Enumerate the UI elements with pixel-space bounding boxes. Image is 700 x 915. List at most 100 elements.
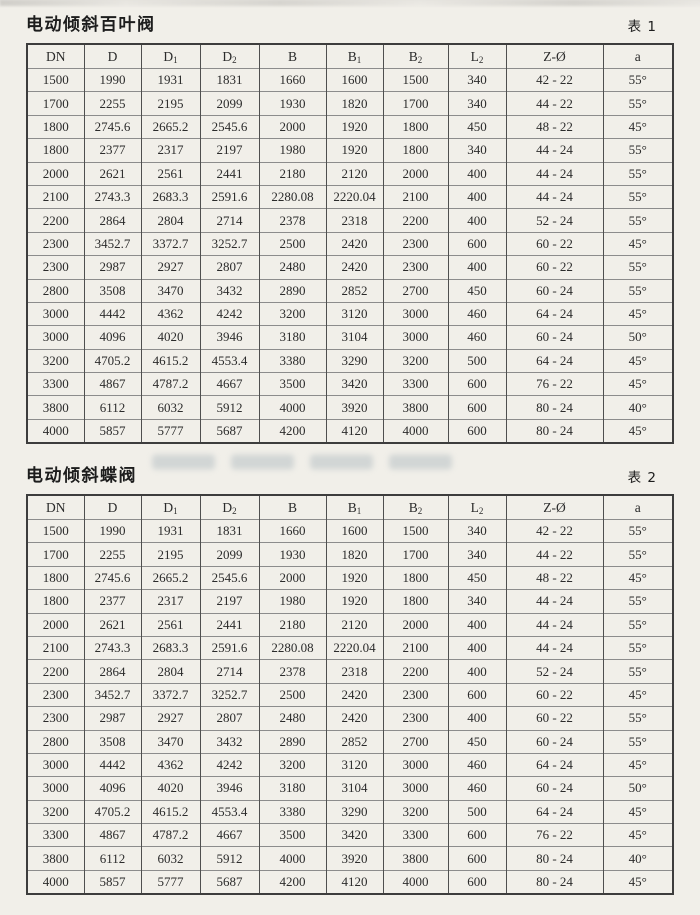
column-label-subscript: 1 <box>173 505 178 516</box>
table-cell: 2714 <box>199 659 259 684</box>
table-cell: 3300 <box>26 372 84 396</box>
table-cell: 3200 <box>382 348 448 373</box>
table-cell: 44 - 24 <box>505 612 603 637</box>
table-cell: 48 - 22 <box>505 565 603 590</box>
table-cell: 1700 <box>26 91 84 116</box>
table-cell: 1831 <box>199 518 259 543</box>
table-cell: 55° <box>602 278 673 303</box>
table-cell: 3000 <box>26 301 84 326</box>
table-cell: 4020 <box>140 776 200 801</box>
table-cell: 2377 <box>83 138 141 163</box>
table-cell: 60 - 24 <box>505 729 603 754</box>
table-cell: 1500 <box>26 67 84 92</box>
table-cell: 460 <box>447 752 506 777</box>
table-cell: 3452.7 <box>83 682 141 707</box>
header-row: DN D D1 D2 B B1 B2 L2 Z-Ø a <box>26 43 673 69</box>
table-cell: 55° <box>602 161 673 186</box>
table-cell: 340 <box>447 67 506 92</box>
table-cell: 2852 <box>325 729 383 754</box>
table-cell: 400 <box>447 208 506 233</box>
table-cell: 2377 <box>83 589 141 614</box>
table-cell: 3200 <box>26 348 84 373</box>
table-cell: 2000 <box>26 161 84 186</box>
table-cell: 55° <box>602 635 673 660</box>
column-label-subscript: 1 <box>356 505 362 516</box>
table-cell: 500 <box>447 348 506 373</box>
table-cell: 2683.3 <box>140 184 200 209</box>
column-label-subscript: 1 <box>356 54 362 65</box>
table-cell: 64 - 24 <box>505 348 603 373</box>
table-cell: 2378 <box>258 659 326 684</box>
column-label: L <box>470 48 479 64</box>
table-cell: 3300 <box>382 372 448 396</box>
table-cell: 6112 <box>83 395 141 420</box>
column-header: L2 <box>447 43 506 69</box>
table-cell: 2100 <box>382 184 448 209</box>
table-cell: 3470 <box>140 278 200 303</box>
column-label-subscript: 2 <box>232 505 237 516</box>
table-row: 2300 3452.7 3372.7 3252.7 2500 2420 2300 600 60 … <box>26 231 673 256</box>
table-cell: 3000 <box>382 752 448 777</box>
table-cell: 2318 <box>325 659 383 684</box>
table-1-title-row: 电动倾斜百叶阀 表 1 <box>26 10 672 35</box>
table-cell: 2743.3 <box>83 635 141 660</box>
table-row: 2000 2621 2561 2441 2180 2120 2000 400 44 - 24 55… <box>26 612 673 637</box>
column-label: Z-Ø <box>543 48 566 64</box>
column-label: D <box>163 48 174 64</box>
table-1-title: 电动倾斜百叶阀 <box>26 15 156 35</box>
table-cell: 2100 <box>382 635 448 660</box>
column-label: B <box>408 499 418 515</box>
table-cell: 1600 <box>325 67 383 92</box>
table-cell: 1660 <box>258 518 326 543</box>
column-label: L <box>470 499 479 515</box>
column-label: D <box>107 48 118 64</box>
louver-valve-dimension-table: DN D D1 D2 B B1 B2 L2 Z-Ø a 1500 1990 1931 1831 1660 1… <box>26 43 674 445</box>
table-cell: 55° <box>602 706 673 731</box>
table-cell: 2804 <box>140 659 200 684</box>
column-header: D1 <box>140 494 200 520</box>
table-cell: 4200 <box>258 869 326 895</box>
table-cell: 600 <box>447 869 506 895</box>
table-cell: 44 - 24 <box>505 589 603 614</box>
table-cell: 4787.2 <box>140 372 200 396</box>
table-cell: 80 - 24 <box>505 395 603 420</box>
table-cell: 44 - 24 <box>505 184 603 209</box>
table-cell: 3420 <box>325 823 383 847</box>
table-cell: 2220.04 <box>325 184 383 209</box>
table-cell: 5857 <box>83 418 141 444</box>
table-cell: 2561 <box>140 612 200 637</box>
table-cell: 2000 <box>382 161 448 186</box>
column-label-subscript: 2 <box>417 505 423 516</box>
table-cell: 80 - 24 <box>505 869 603 895</box>
table-cell: 400 <box>447 184 506 209</box>
table-cell: 60 - 22 <box>505 255 603 280</box>
table-cell: 3800 <box>26 846 84 871</box>
table-cell: 4242 <box>199 752 259 777</box>
table-row: 2100 2743.3 2683.3 2591.6 2280.08 2220.04 2100… <box>26 184 673 209</box>
column-header: B2 <box>382 494 448 520</box>
table-cell: 2987 <box>83 706 141 731</box>
table-cell: 2800 <box>26 729 84 754</box>
table-cell: 64 - 24 <box>505 799 603 824</box>
table-cell: 1990 <box>83 67 141 92</box>
table-cell: 3800 <box>26 395 84 420</box>
table-cell: 3380 <box>258 348 326 373</box>
table-cell: 1990 <box>83 518 141 543</box>
table-cell: 2987 <box>83 255 141 280</box>
table-cell: 42 - 22 <box>505 518 603 543</box>
column-header: Z-Ø <box>505 494 603 520</box>
table-cell: 4442 <box>83 301 141 326</box>
table-cell: 4787.2 <box>140 823 200 847</box>
table-cell: 2200 <box>382 208 448 233</box>
column-header: L2 <box>447 494 506 520</box>
table-cell: 1920 <box>325 589 383 614</box>
header-row: DN D D1 D2 B B1 B2 L2 Z-Ø a <box>26 494 673 520</box>
table-cell: 2420 <box>325 231 383 256</box>
table-cell: 2591.6 <box>199 635 259 660</box>
table-cell: 2318 <box>325 208 383 233</box>
table-cell: 4096 <box>83 325 141 350</box>
table-row: 2100 2743.3 2683.3 2591.6 2280.08 2220.04 2100… <box>26 635 673 660</box>
table-cell: 2280.08 <box>258 635 326 660</box>
table-row: 1700 2255 2195 2099 1930 1820 1700 340 44 - 22 55… <box>26 91 673 116</box>
